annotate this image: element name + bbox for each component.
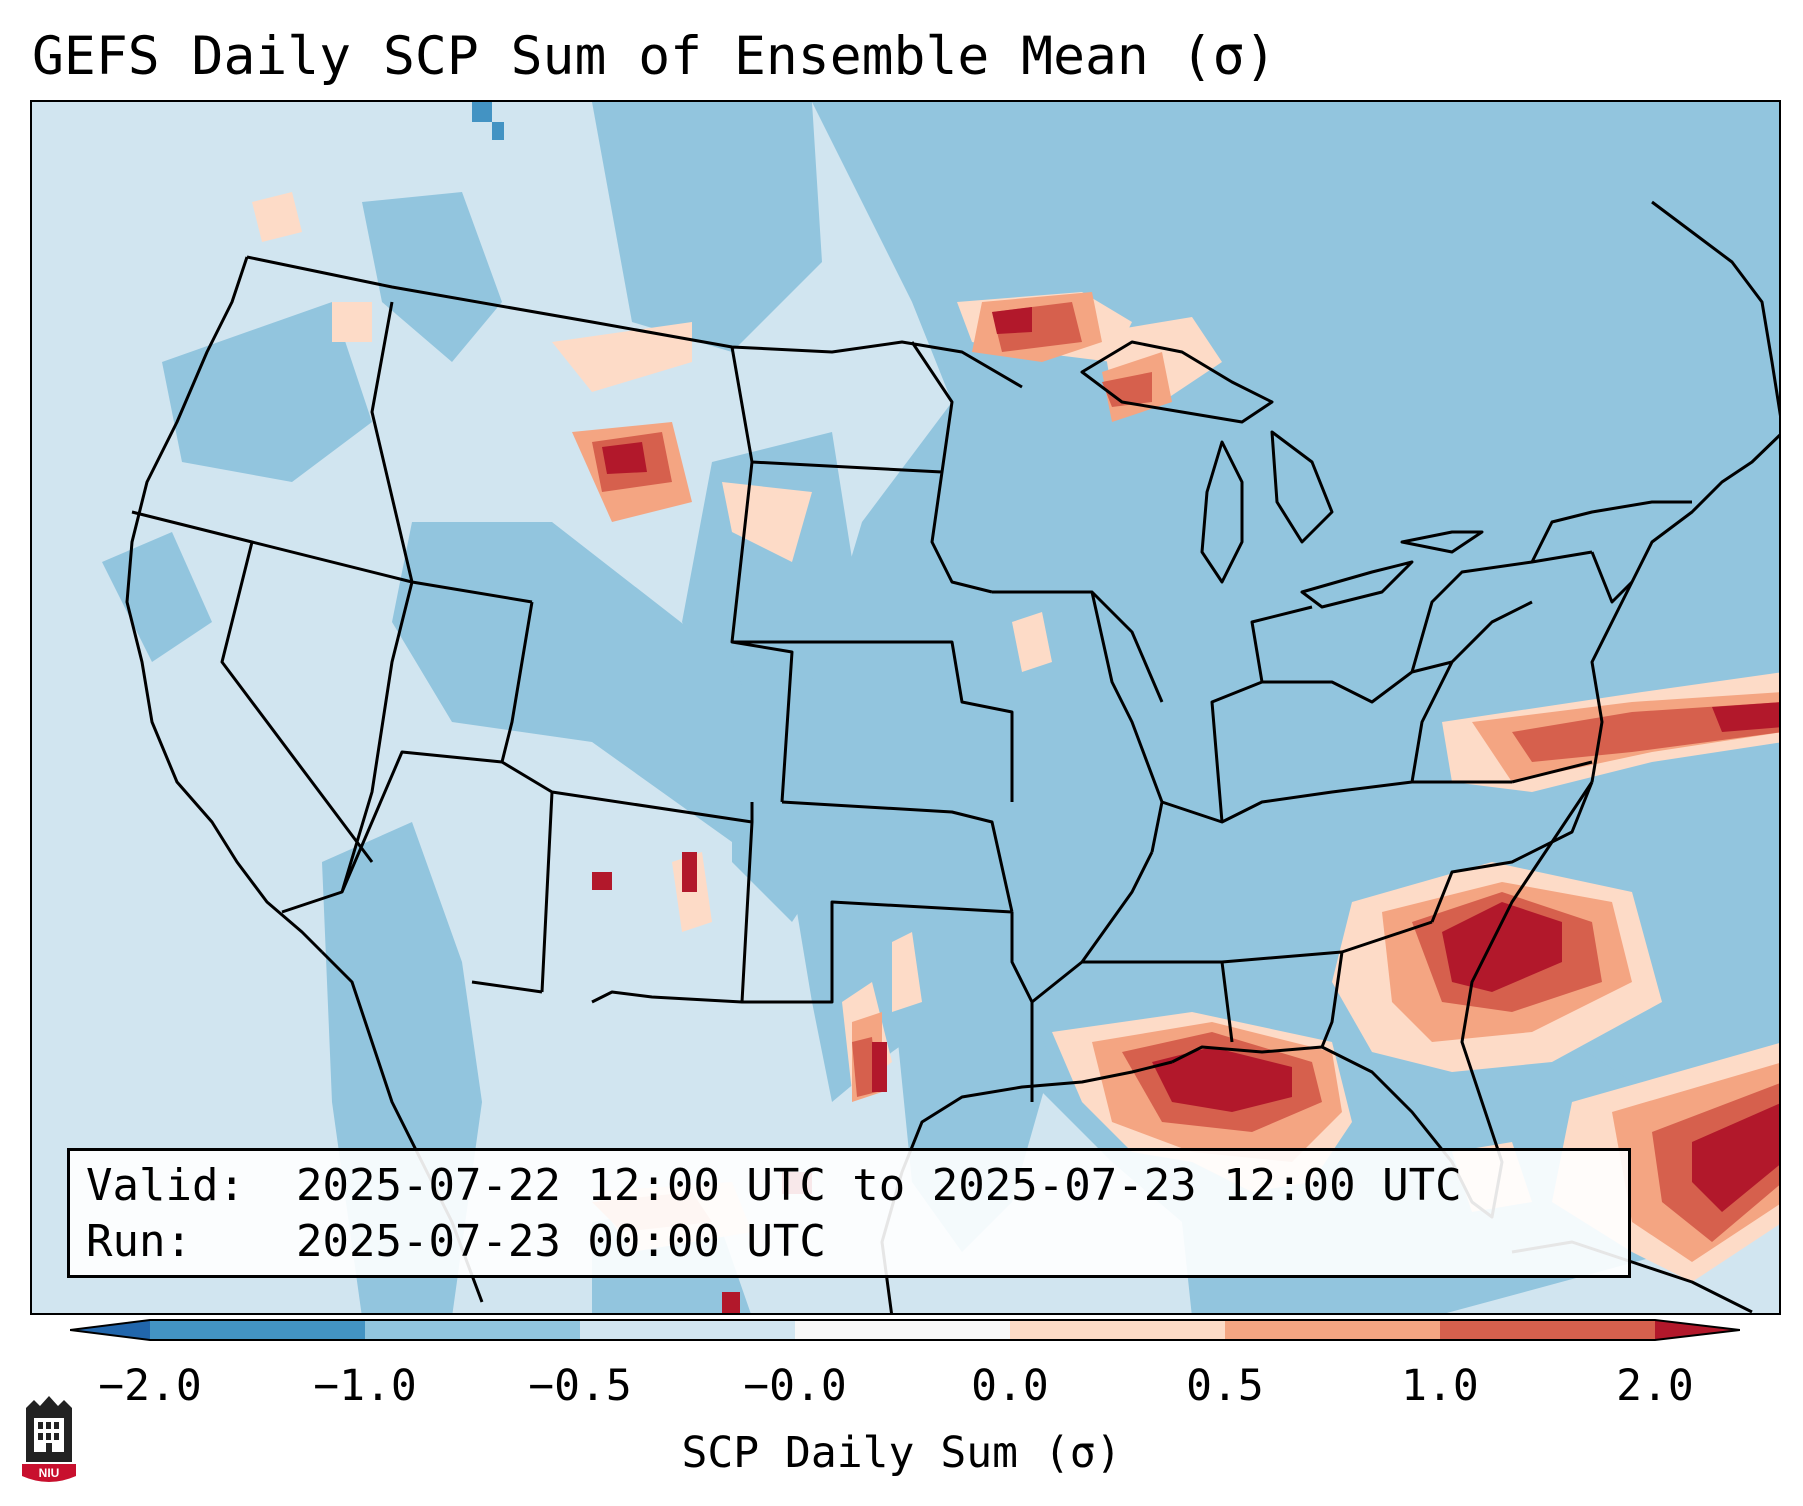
colorbar-under-extension [70,1320,150,1340]
great-lake-ontario [1400,530,1484,554]
colorbar-segment [365,1320,580,1340]
canada-east-coast [1651,200,1779,417]
run-label: Run: [86,1216,192,1267]
colorbar-outline [70,1319,1740,1341]
great-lake-michigan [1200,440,1244,584]
colorbar-tick: 0.5 [1186,1361,1264,1411]
colorbar-segment [795,1320,1010,1340]
colorbar-label: SCP Daily Sum (σ) [681,1428,1122,1478]
colorbar-tick: 2.0 [1616,1361,1694,1411]
great-lake-huron [1270,430,1334,544]
logo-text: NIU [39,1466,60,1480]
colorbar-tick: 0.0 [971,1361,1049,1411]
colorbar-segment [1440,1320,1655,1340]
map-svg [32,102,1779,1313]
atlantic-coast [1590,433,1779,783]
colorbar [70,1319,1740,1341]
valid-line: Valid: 2025-07-22 12:00 UTC to 2025-07-23… [86,1158,1612,1214]
canada-us-border [246,255,1023,389]
geographic-boundaries [125,200,1779,1313]
colorbar-segment [1010,1320,1225,1340]
valid-label: Valid: [86,1160,245,1211]
colorbar-over-extension [1655,1320,1740,1340]
great-lake-erie [1300,560,1414,609]
colorbar-tick: −2.0 [98,1361,202,1411]
colorbar-segment [150,1320,365,1340]
strong-negative-pixels [472,102,504,140]
niu-logo: NIU [22,1396,76,1482]
colorbar-tick: 1.0 [1401,1361,1479,1411]
colorbar-tick: −1.0 [313,1361,417,1411]
extreme-positive-pixels [592,307,1779,1313]
great-lake-superior [1080,340,1274,424]
chart-title: GEFS Daily SCP Sum of Ensemble Mean (σ) [32,26,1277,87]
colorbar-tick: −0.0 [743,1361,847,1411]
colorbar-segment [580,1320,795,1340]
validity-info-box: Valid: 2025-07-22 12:00 UTC to 2025-07-23… [67,1148,1631,1278]
colorbar-tick: −0.5 [528,1361,632,1411]
colorbar-segment [1225,1320,1440,1340]
run-line: Run: 2025-07-23 00:00 UTC [86,1214,1612,1270]
valid-value: 2025-07-22 12:00 UTC to 2025-07-23 12:00… [296,1160,1462,1211]
state-lines-west [131,301,754,1004]
map-panel [30,100,1781,1315]
forecast-field [32,102,1779,1313]
state-lines-east [1031,500,1692,1048]
west-coastline [125,256,324,954]
state-lines-central [730,341,1164,1102]
run-value: 2025-07-23 00:00 UTC [296,1216,826,1267]
